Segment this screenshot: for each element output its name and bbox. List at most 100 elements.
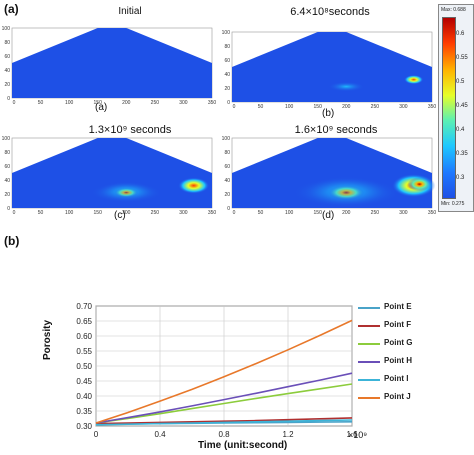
sim-y-tick: 60 [4,54,10,60]
sim-plume-toe-core [407,177,432,192]
chart-x-tick: 0.4 [154,430,166,439]
sim-y-tick: 100 [222,136,231,142]
colorbar-min-label: Min: 0.275 [441,201,465,207]
sim-x-tick: 350 [428,210,437,216]
sim-x-tick: 100 [65,100,74,106]
legend-swatch [358,379,380,381]
sim-y-tick: 100 [2,26,11,32]
chart-x-label: Time (unit:second) [198,440,288,451]
sim-sub-label-d: (d) [322,210,335,221]
sim-y-tick: 100 [2,136,11,142]
sim-x-tick: 350 [428,104,437,110]
chart-series-line-point-f [95,417,353,425]
chart-x-tick: 0 [94,430,99,439]
legend-label: Point F [384,320,412,329]
sim-x-tick: 150 [94,100,103,106]
legend-swatch [358,361,380,363]
sim-y-tick: 0 [227,100,230,106]
sim-x-tick: 50 [38,100,44,106]
colorbar-strip [442,17,456,199]
sim-x-tick: 300 [179,100,188,106]
sim-y-tick: 60 [224,58,230,64]
sim-title-c: 1.3×10⁹ seconds [88,124,172,136]
chart-y-label: Porosity [42,319,53,360]
sim-y-tick: 60 [4,164,10,170]
chart-x-tick: 1.2 [282,430,294,439]
sim-x-tick: 0 [233,210,236,216]
legend-entry: Point F [358,320,472,332]
sim-x-tick: 0 [13,100,16,106]
chart-legend: Point E Point F Point G Point H Point I Point… [358,302,472,412]
panel-a-label: (a) [4,2,19,16]
sim-x-tick: 150 [314,104,323,110]
colorbar-tick: 0.6 [456,31,465,37]
chart-y-tick: 0.35 [76,407,92,416]
legend-label: Point J [384,392,411,401]
sim-x-tick: 250 [151,100,160,106]
sim-x-tick: 250 [371,210,380,216]
sim-y-tick: 40 [4,178,10,184]
sim-x-tick: 50 [258,104,264,110]
sim-y-tick: 20 [224,86,230,92]
chart-y-tick: 0.30 [76,422,92,431]
legend-swatch [358,307,380,309]
sim-x-tick: 300 [179,210,188,216]
sim-x-tick: 100 [285,210,294,216]
legend-swatch [358,325,380,327]
chart-y-tick: 0.60 [76,332,92,341]
sim-x-tick: 100 [65,210,74,216]
chart-series-line-point-i [95,419,353,426]
sim-x-tick: 100 [285,104,294,110]
colorbar-tick: 0.45 [456,103,468,109]
sim-sub-label-c: (c) [114,210,126,221]
colorbar-tick: 0.55 [456,55,468,61]
chart-series-line-point-g [95,383,353,424]
chart-series-line-point-j [95,319,353,424]
sim-y-tick: 0 [7,206,10,212]
sim-y-tick: 0 [227,206,230,212]
sim-x-tick: 0 [13,210,16,216]
sim-y-tick: 100 [222,30,231,36]
legend-entry: Point H [358,356,472,368]
sim-x-tick: 0 [233,104,236,110]
chart-x-tick: 0.8 [218,430,230,439]
sim-y-tick: 60 [224,164,230,170]
sim-x-tick: 300 [399,210,408,216]
sim-y-tick: 20 [224,192,230,198]
sim-plume-center-core [114,187,139,198]
sim-x-tick: 300 [399,104,408,110]
legend-label: Point I [384,374,409,383]
sim-x-tick: 50 [258,210,264,216]
sim-x-tick: 200 [342,210,351,216]
porosity-chart: 0.70 0.65 0.60 0.55 0.50 0.45 0.40 0.35 0.300 0.4… [76,302,358,439]
sim-embankment [12,138,212,208]
sim-sub-label-b: (b) [322,108,335,119]
sim-x-tick: 150 [314,210,323,216]
sim-title-d: 1.6×10⁹ seconds [294,124,378,136]
sim-y-tick: 80 [4,40,10,46]
sim-y-tick: 20 [4,82,10,88]
sim-plume-toe [404,75,424,85]
legend-swatch [358,343,380,345]
sim-x-tick: 50 [38,210,44,216]
sim-x-tick: 250 [151,210,160,216]
chart-series-line-point-h [95,372,353,424]
sim-x-tick: 150 [94,210,103,216]
sim-y-tick: 80 [224,44,230,50]
sim-x-tick: 200 [122,210,131,216]
chart-y-tick: 0.55 [76,347,92,356]
sim-y-tick: 80 [4,150,10,156]
legend-label: Point G [384,338,413,347]
sim-y-tick: 0 [7,96,10,102]
sim-y-tick: 80 [224,150,230,156]
chart-y-tick: 0.70 [76,302,92,311]
sim-title-a: Initial [118,6,142,17]
colorbar-tick: 0.3 [456,175,465,181]
colorbar-max-label: Max: 0.688 [441,7,466,13]
sim-sub-label-a: (a) [95,102,108,113]
sim-x-tick: 350 [208,210,217,216]
legend-entry: Point E [358,302,472,314]
